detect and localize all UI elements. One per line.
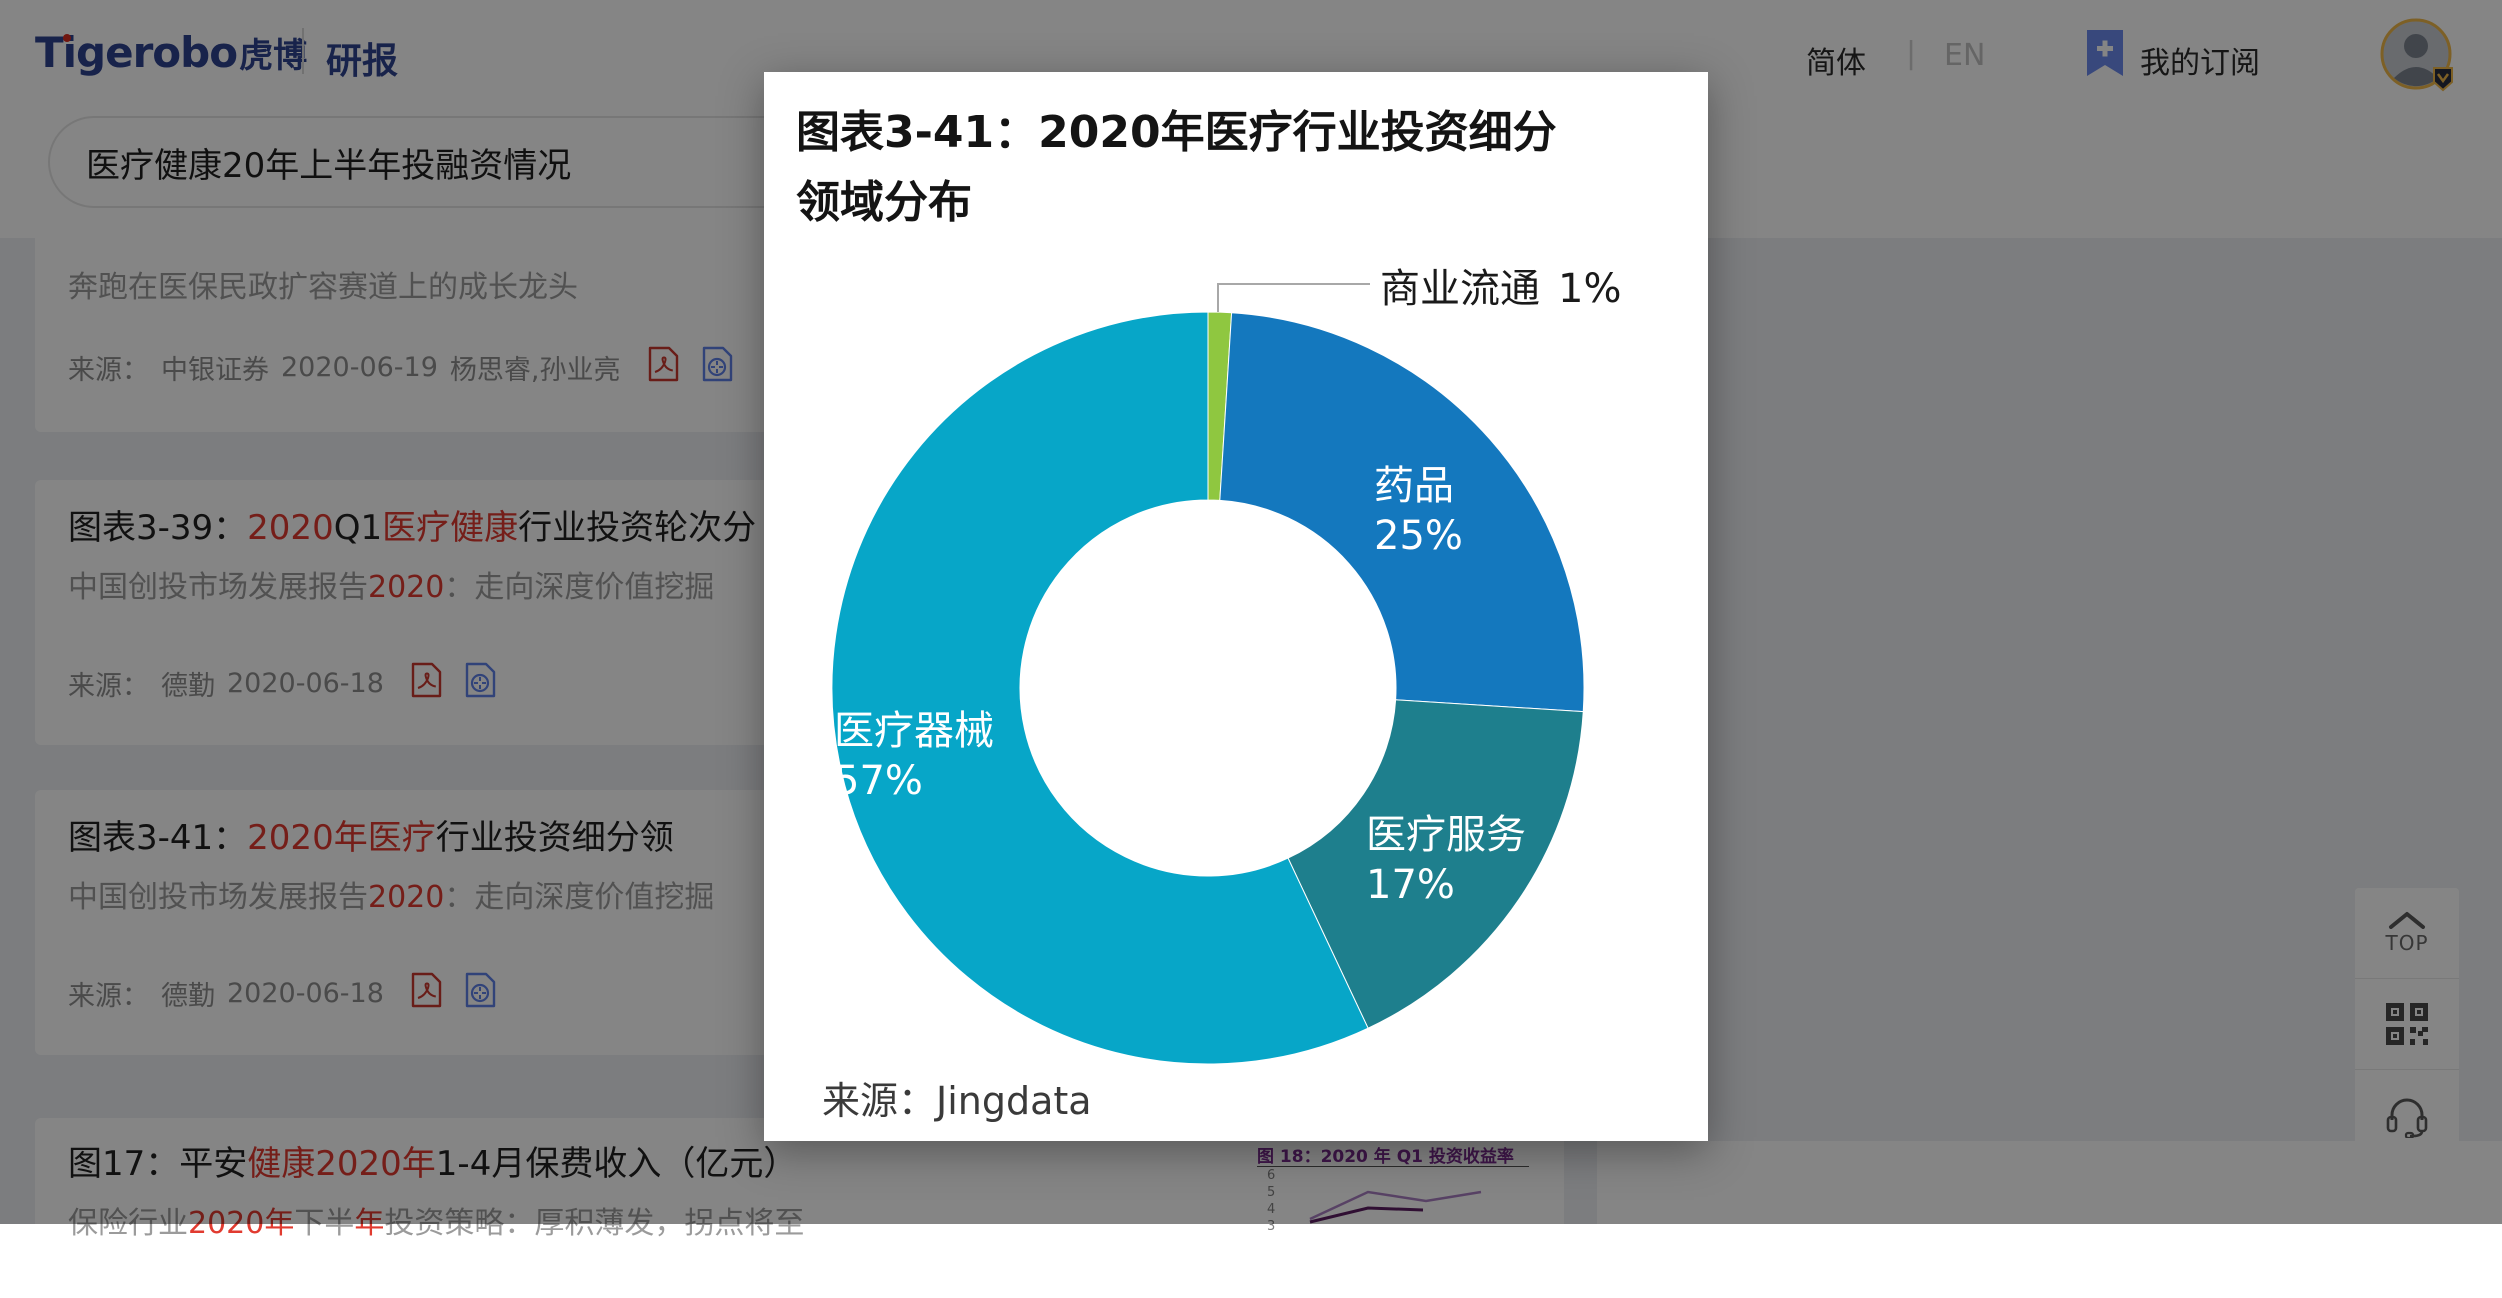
pdf-file-icon[interactable] <box>645 346 681 389</box>
lang-toggle-zh[interactable]: 简体 <box>1806 46 1866 81</box>
source-date: 2020-06-19 <box>281 352 438 383</box>
result-source-row: 来源： 德勤 2020-06-18 <box>68 972 516 1015</box>
pdf-file-icon[interactable] <box>408 972 444 1015</box>
lang-toggle-en[interactable]: EN <box>1944 38 1986 73</box>
result-source-row: 来源： 中银证券 2020-06-19 杨思睿,孙业亮 <box>68 346 753 389</box>
floating-toolbar: TOP <box>2355 888 2459 1160</box>
source-date: 2020-06-18 <box>227 978 384 1009</box>
source-label: 来源： <box>68 981 149 1012</box>
web-doc-icon[interactable] <box>462 972 498 1015</box>
headset-icon <box>2386 1098 2428 1138</box>
my-subscriptions-link[interactable]: 我的订阅 <box>2140 46 2260 81</box>
callout-line-vertical <box>1217 284 1219 312</box>
slice-label-medical-device: 医疗器械 57% <box>834 708 994 804</box>
lang-divider: | <box>1906 36 1917 71</box>
thumb-series-dark <box>1309 1206 1424 1224</box>
source-name: 德勤 <box>161 671 215 702</box>
avatar[interactable] <box>2378 16 2456 94</box>
callout-line-horizontal <box>1217 283 1370 285</box>
result-source-row: 来源： 德勤 2020-06-18 <box>68 662 516 705</box>
brand-logo-red-dot <box>63 34 71 42</box>
result-title: 图17：平安健康2020年1-4月保费收入（亿元） <box>68 1144 798 1184</box>
vip-badge <box>2433 67 2453 92</box>
top-label: TOP <box>2385 931 2429 955</box>
search-query-text: 医疗健康20年上半年投融资情况 <box>86 145 572 186</box>
web-doc-icon[interactable] <box>699 346 735 389</box>
source-name: 德勤 <box>161 981 215 1012</box>
result-subtitle: 奔跑在医保民政扩容赛道上的成长龙头 <box>68 270 578 305</box>
result-thumbnail-chart[interactable]: 图 18：2020 年 Q1 投资收益率 6 5 4 3 <box>1245 1140 1545 1234</box>
source-date: 2020-06-18 <box>227 668 384 699</box>
web-doc-icon[interactable] <box>462 662 498 705</box>
source-authors: 杨思睿,孙业亮 <box>449 355 621 386</box>
donut-slice-医疗服务[interactable] <box>1287 699 1584 1029</box>
thumb-series-light <box>1309 1190 1482 1221</box>
modal-source-value: Jingdata <box>936 1079 1092 1123</box>
result-subtitle: 中国创投市场发展报告2020：走向深度价值挖掘 <box>68 880 715 915</box>
thumb-chart-rule <box>1257 1166 1529 1167</box>
thumb-chart-title: 图 18：2020 年 Q1 投资收益率 <box>1257 1147 1514 1167</box>
qr-code-button[interactable] <box>2355 979 2459 1070</box>
donut-slice-药品[interactable] <box>1219 312 1585 713</box>
thumb-ytick: 4 <box>1267 1202 1276 1217</box>
modal-chart-title: 图表3-41：2020年医疗行业投资细分领域分布 <box>796 107 1557 228</box>
result-title: 图表3-39：2020Q1医疗健康行业投资轮次分 <box>68 508 757 548</box>
pdf-file-icon[interactable] <box>408 662 444 705</box>
result-subtitle: 中国创投市场发展报告2020：走向深度价值挖掘 <box>68 570 715 605</box>
slice-label-commercial: 商业流通 1% <box>1380 266 1622 312</box>
donut-chart[interactable] <box>828 308 1588 1068</box>
section-title: 研报 <box>326 41 399 82</box>
source-name: 中银证券 <box>161 355 269 386</box>
qr-code-icon <box>2386 1003 2428 1045</box>
source-label: 来源： <box>68 671 149 702</box>
chart-preview-modal: 图表3-41：2020年医疗行业投资细分领域分布 商业流通 1% 药品 25% 医… <box>764 72 1708 1141</box>
source-label: 来源： <box>68 355 149 386</box>
sidebar-panel-partial <box>1597 1141 2502 1224</box>
thumb-ytick: 6 <box>1267 1168 1276 1183</box>
thumb-line-chart <box>1309 1190 1482 1224</box>
modal-source: 来源：Jingdata <box>822 1079 1092 1123</box>
chevron-up-icon <box>2389 912 2425 929</box>
customer-service-button[interactable] <box>2355 1070 2459 1160</box>
donut-slice-医疗器械[interactable] <box>831 311 1369 1065</box>
back-to-top-button[interactable]: TOP <box>2355 888 2459 979</box>
subscribe-bookmark-icon[interactable] <box>2085 30 2125 82</box>
brand-logo-cn: 虎博 <box>239 36 308 76</box>
slice-label-drugs: 药品 25% <box>1374 463 1463 559</box>
header-divider <box>302 28 304 74</box>
slice-label-medical-service: 医疗服务 17% <box>1366 812 1526 908</box>
thumb-ytick: 5 <box>1267 1185 1276 1200</box>
result-title: 图表3-41：2020年医疗行业投资细分领 <box>68 818 674 858</box>
